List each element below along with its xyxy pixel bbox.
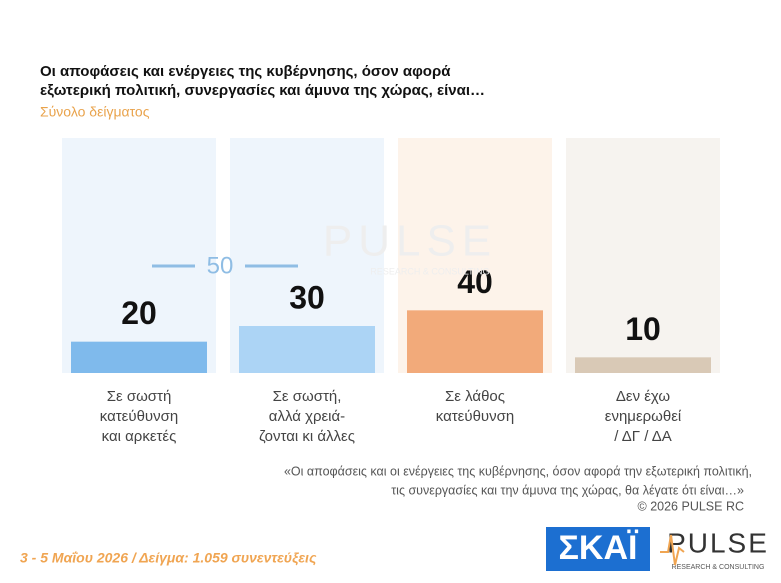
x-tick-label: Σε σωστή κατεύθυνση και αρκετές (100, 388, 178, 445)
bar (71, 341, 207, 373)
skai-logo-bg (546, 527, 650, 571)
bar (575, 357, 711, 373)
watermark: RESEARCH & CONSULTING (370, 266, 489, 276)
value-label: 30 (289, 279, 325, 315)
chart-title: εξωτερική πολιτική, συνεργασίες και άμυν… (40, 82, 485, 99)
value-label: 20 (121, 295, 157, 331)
column-bg (62, 138, 216, 373)
watermark: PULSE (323, 217, 497, 266)
value-label: 10 (625, 311, 661, 347)
column-bg (566, 138, 720, 373)
pulse-tagline: RESEARCH & CONSULTING (672, 564, 765, 571)
bar (407, 310, 543, 373)
chart-subtitle: Σύνολο δείγματος (40, 104, 150, 120)
pulse-logo: PULSE (667, 527, 769, 558)
footer: 3 - 5 Μαΐου 2026 / Δείγμα: 1.059 συνεντε… (20, 550, 317, 566)
copyright: © 2026 PULSE RC (638, 499, 744, 513)
note: τις συνεργασίες και την άμυνα της χώρας,… (391, 483, 744, 497)
value-label: 40 (457, 264, 493, 300)
group-total: 50 (207, 252, 234, 279)
note: «Οι αποφάσεις και οι ενέργειες της κυβέρ… (284, 464, 752, 478)
x-tick-label: Σε λάθος κατεύθυνση (436, 388, 514, 425)
pulse-icon (660, 534, 685, 566)
bar (239, 326, 375, 373)
x-tick-label: Σε σωστή, αλλά χρειά-ζονται κι άλλες (259, 388, 355, 445)
skai-logo: ΣΚΑΪ (559, 529, 640, 567)
x-tick-label: Δεν έχω ενημερωθεί / ΔΓ / ΔΑ (605, 388, 682, 445)
chart-title: Οι αποφάσεις και ενέργειες της κυβέρνηση… (40, 63, 451, 80)
columns: 20 Σε σωστή κατεύθυνση και αρκετές 30 Σε σωστ… (62, 138, 720, 445)
